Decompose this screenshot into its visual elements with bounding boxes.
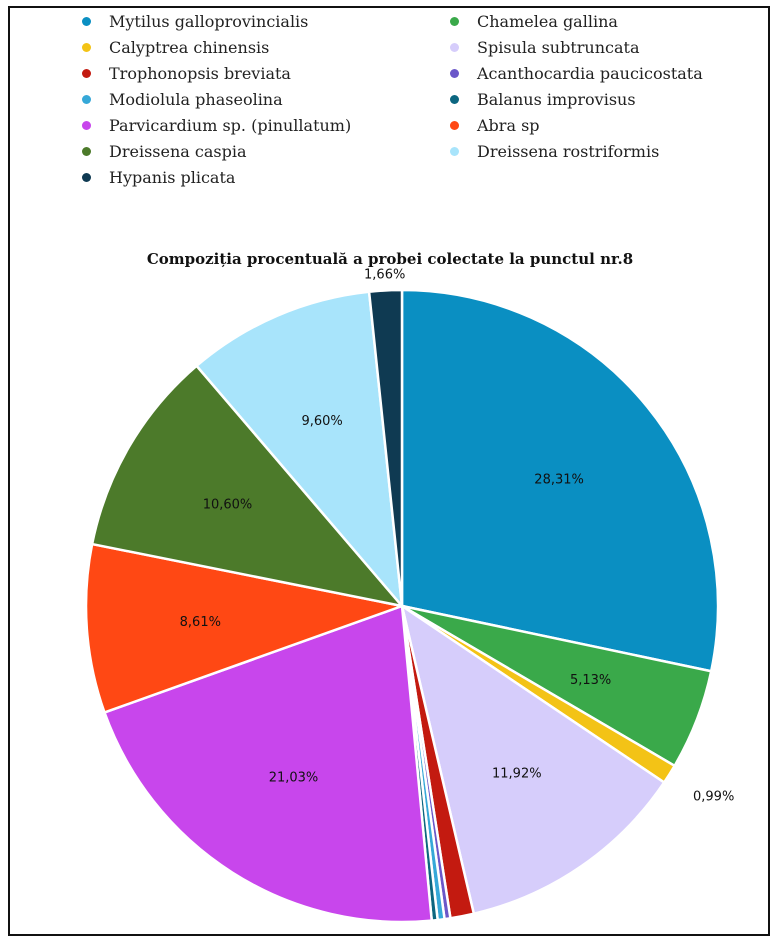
- slice-value-label: 10,60%: [203, 498, 253, 513]
- legend-label: Dreissena rostriformis: [477, 141, 660, 161]
- legend-swatch: [450, 146, 459, 156]
- legend-item: Trophonopsis breviata: [82, 62, 450, 84]
- slice-value-label: 8,61%: [180, 615, 221, 630]
- legend-label: Mytilus galloprovincialis: [109, 11, 309, 31]
- slice-value-label: 9,60%: [301, 414, 342, 429]
- pie-slice: [367, 288, 404, 607]
- legend-swatch: [450, 68, 459, 78]
- legend-label: Balanus improvisus: [477, 89, 636, 109]
- legend-item: Chamelea gallina: [450, 10, 720, 32]
- legend-swatch: [450, 42, 459, 52]
- legend-label: Spisula subtruncata: [477, 37, 640, 57]
- legend-swatch: [82, 16, 91, 26]
- legend-item: Mytilus galloprovincialis: [82, 10, 450, 32]
- legend-label: Calyptrea chinensis: [109, 37, 270, 57]
- chart-legend: Mytilus galloprovincialis Chamelea gallin…: [82, 10, 722, 188]
- legend-item: Abra sp: [450, 114, 720, 136]
- legend-swatch: [82, 146, 91, 156]
- legend-label: Chamelea gallina: [477, 11, 618, 31]
- legend-item: Acanthocardia paucicostata: [450, 62, 720, 84]
- legend-label: Trophonopsis breviata: [109, 63, 291, 83]
- legend-swatch: [82, 68, 91, 78]
- pie-slice: [400, 288, 720, 673]
- pie-slice: [84, 542, 407, 715]
- legend-item: Calyptrea chinensis: [82, 36, 450, 58]
- chart-title: Compoziția procentuală a probei colectat…: [146, 250, 634, 268]
- legend-item: Balanus improvisus: [450, 88, 720, 110]
- pie-slice: [194, 290, 404, 610]
- legend-item: Modiolula phaseolina: [82, 88, 450, 110]
- legend-item: Spisula subtruncata: [450, 36, 720, 58]
- legend-label: Parvicardium sp. (pinullatum): [109, 115, 352, 135]
- pie-slice: [102, 604, 434, 923]
- legend-label: Acanthocardia paucicostata: [477, 63, 703, 83]
- slice-value-label: 1,66%: [364, 268, 405, 283]
- pie-slice: [400, 603, 666, 916]
- legend-item: Hypanis plicata: [82, 166, 450, 188]
- slice-value-label: 0,99%: [693, 790, 734, 805]
- legend-item: Dreissena rostriformis: [450, 140, 720, 162]
- legend-swatch: [82, 120, 91, 130]
- legend-swatch: [450, 120, 459, 130]
- legend-item: Dreissena caspia: [82, 140, 450, 162]
- slice-value-label: 21,03%: [269, 771, 319, 786]
- slice-value-label: 11,92%: [492, 767, 542, 782]
- legend-swatch: [82, 94, 91, 104]
- legend-label: Hypanis plicata: [109, 167, 236, 187]
- slice-value-label: 28,31%: [534, 473, 584, 488]
- legend-label: Modiolula phaseolina: [109, 89, 283, 109]
- legend-swatch: [450, 16, 459, 26]
- legend-swatch: [450, 94, 459, 104]
- legend-swatch: [82, 172, 91, 182]
- legend-label: Abra sp: [477, 115, 540, 135]
- legend-item: Parvicardium sp. (pinullatum): [82, 114, 450, 136]
- pie-slice: [90, 364, 406, 608]
- legend-swatch: [82, 42, 91, 52]
- slice-value-label: 5,13%: [570, 673, 611, 688]
- legend-label: Dreissena caspia: [109, 141, 247, 161]
